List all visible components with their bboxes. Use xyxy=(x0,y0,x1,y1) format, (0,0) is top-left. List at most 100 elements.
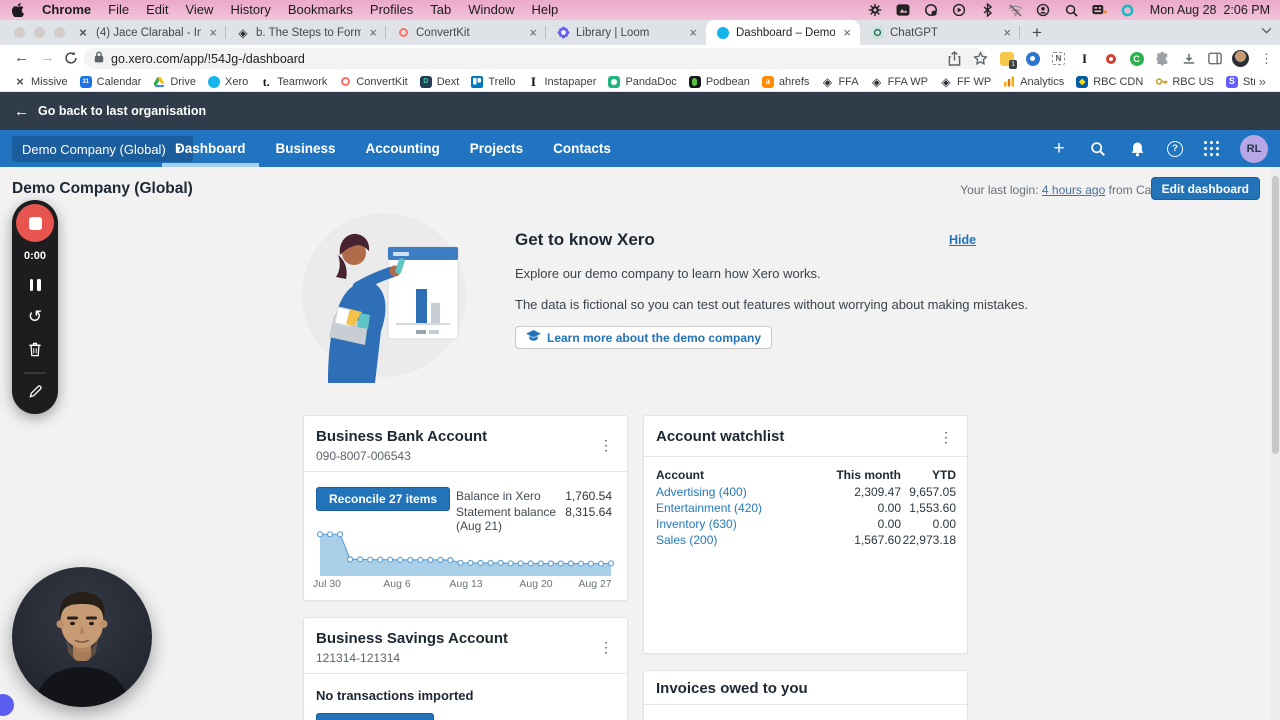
org-selector[interactable]: Demo Company (Global) ▼ xyxy=(12,136,193,162)
bookmark-star-icon[interactable] xyxy=(972,50,989,67)
forward-icon[interactable]: → xyxy=(40,49,55,66)
wifi-off-icon[interactable] xyxy=(1008,3,1023,18)
downloads-icon[interactable] xyxy=(1180,50,1197,67)
profile-avatar[interactable] xyxy=(1232,50,1249,67)
last-login-link[interactable]: 4 hours ago xyxy=(1041,183,1106,197)
bookmark-rbc-us[interactable]: RBC US xyxy=(1151,74,1217,90)
draw-pen-button[interactable] xyxy=(28,384,43,399)
bookmark-rbc-cdn[interactable]: ◆ RBC CDN xyxy=(1072,74,1146,90)
record-status-icon[interactable] xyxy=(924,3,939,18)
nav-accounting[interactable]: Accounting xyxy=(365,141,440,156)
menu-view[interactable]: View xyxy=(185,2,214,17)
watchlist-account-link[interactable]: Sales (200) xyxy=(656,533,718,547)
menu-help[interactable]: Help xyxy=(531,2,559,17)
watchlist-menu-icon[interactable]: ⋮ xyxy=(939,429,953,445)
menu-history[interactable]: History xyxy=(230,2,271,17)
menu-edit[interactable]: Edit xyxy=(146,2,169,17)
play-circle-icon[interactable] xyxy=(952,3,967,18)
zoom-window-icon[interactable] xyxy=(54,27,65,38)
bookmark-ffa[interactable]: ◈ FFA xyxy=(817,74,861,90)
omnibox[interactable]: go.xero.com/app/!54Jg-/dashboard xyxy=(84,48,986,69)
tab-close-icon[interactable]: × xyxy=(1003,25,1011,40)
minimize-window-icon[interactable] xyxy=(34,27,45,38)
tab-close-icon[interactable]: × xyxy=(843,25,851,40)
user-switch-icon[interactable] xyxy=(1036,3,1051,18)
tab-4-jace-clarabal-inbox[interactable]: × (4) Jace Clarabal - Inbox × xyxy=(66,20,226,45)
pause-recording-button[interactable] xyxy=(29,279,41,291)
tab-b-the-steps-to-formalizing-yo[interactable]: ◈ b. The Steps to Formalizing Yo × xyxy=(226,20,386,45)
side-panel-icon[interactable] xyxy=(1206,50,1223,67)
bookmark-calendar[interactable]: 31 Calendar xyxy=(76,74,145,90)
back-icon[interactable]: ← xyxy=(14,49,29,66)
bluetooth-icon[interactable] xyxy=(980,3,995,18)
delete-recording-button[interactable] xyxy=(28,342,42,357)
spotlight-search-icon[interactable] xyxy=(1064,3,1079,18)
instapaper-extension-icon[interactable]: I xyxy=(1081,50,1088,66)
nav-business[interactable]: Business xyxy=(275,141,336,156)
savings-card-menu-icon[interactable]: ⋮ xyxy=(599,639,613,655)
chrome-menu-kebab-icon[interactable]: ⋮ xyxy=(1260,50,1273,66)
red-ring-extension-icon[interactable] xyxy=(1102,50,1119,67)
tab-close-icon[interactable]: × xyxy=(529,25,537,40)
help-icon[interactable]: ? xyxy=(1167,140,1183,157)
bookmark-teamwork[interactable]: t. Teamwork xyxy=(256,74,330,90)
savings-card-title[interactable]: Business Savings Account xyxy=(316,630,508,647)
hide-link[interactable]: Hide xyxy=(949,233,977,247)
tab-convertkit[interactable]: ConvertKit × xyxy=(386,20,546,45)
bookmark-ff-wp[interactable]: ◈ FF WP xyxy=(936,74,994,90)
watchlist-title[interactable]: Account watchlist xyxy=(656,428,785,445)
new-tab-button[interactable]: + xyxy=(1032,23,1042,42)
tab-search-chevron-icon[interactable] xyxy=(1261,25,1272,37)
watchlist-account-link[interactable]: Inventory (630) xyxy=(656,517,737,531)
menu-profiles[interactable]: Profiles xyxy=(369,2,414,17)
restart-recording-button[interactable]: ↺ xyxy=(27,307,43,326)
bank-card-menu-icon[interactable]: ⋮ xyxy=(599,437,613,453)
display-capture-icon[interactable] xyxy=(896,3,911,18)
menu-chrome[interactable]: Chrome xyxy=(42,2,92,17)
bookmark-trello[interactable]: Trello xyxy=(467,74,518,90)
bookmark-pandadoc[interactable]: PandaDoc xyxy=(604,74,679,90)
stop-recording-button[interactable] xyxy=(16,204,54,242)
scrollbar-thumb[interactable] xyxy=(1272,176,1279,454)
notifications-bell-icon[interactable] xyxy=(1128,140,1146,158)
input-source-icon[interactable] xyxy=(1092,3,1107,18)
apple-icon[interactable] xyxy=(10,3,25,18)
green-c-extension-icon[interactable]: C xyxy=(1128,50,1145,67)
tab-library-loom[interactable]: Library | Loom × xyxy=(546,20,706,45)
menu-window[interactable]: Window xyxy=(468,2,515,17)
bookmark-instapaper[interactable]: I Instapaper xyxy=(523,74,599,90)
tab-chatgpt[interactable]: ChatGPT × xyxy=(860,20,1020,45)
extensions-puzzle-icon[interactable] xyxy=(1154,50,1171,67)
bookmark-podbean[interactable]: Podbean xyxy=(685,74,753,90)
menu-tab[interactable]: Tab xyxy=(430,2,452,17)
bookmark-ffa-wp[interactable]: ◈ FFA WP xyxy=(867,74,931,90)
tab-close-icon[interactable]: × xyxy=(209,25,217,40)
bookmark-ahrefs[interactable]: a ahrefs xyxy=(758,74,813,90)
webcam-bubble[interactable] xyxy=(12,567,152,707)
invoices-card-title[interactable]: Invoices owed to you xyxy=(656,680,808,697)
learn-more-button[interactable]: Learn more about the demo company xyxy=(515,326,773,349)
search-icon[interactable] xyxy=(1089,140,1107,158)
bookmarks-overflow-chevron[interactable]: » xyxy=(1258,74,1266,89)
menubar-clock[interactable]: Mon Aug 28 2:06 PM xyxy=(1149,3,1270,17)
bookmark-xero[interactable]: Xero xyxy=(204,74,251,90)
nav-dashboard[interactable]: Dashboard xyxy=(160,130,261,167)
url-text[interactable]: go.xero.com/app/!54Jg-/dashboard xyxy=(111,51,305,66)
loom-status-icon[interactable] xyxy=(1120,3,1135,18)
close-window-icon[interactable] xyxy=(14,27,25,38)
xero-back-banner[interactable]: ← Go back to last organisation xyxy=(0,92,1280,130)
reload-icon[interactable] xyxy=(64,51,78,71)
bookmark-drive[interactable]: Drive xyxy=(149,74,199,90)
notion-clipper-icon[interactable]: N xyxy=(1050,50,1067,67)
balance-sparkline-chart[interactable] xyxy=(316,525,617,577)
bookmark-analytics[interactable]: Analytics xyxy=(999,74,1067,90)
reconcile-button[interactable]: Reconcile 27 items xyxy=(316,487,451,511)
watchlist-account-link[interactable]: Entertainment (420) xyxy=(656,501,763,515)
tab-dashboard-demo-company[interactable]: Dashboard – Demo Company (× xyxy=(706,20,860,45)
extension-yellow-icon[interactable]: 1 xyxy=(998,50,1017,69)
edit-dashboard-button[interactable]: Edit dashboard xyxy=(1150,177,1260,200)
bookmark-convertkit[interactable]: ConvertKit xyxy=(335,74,410,90)
window-controls[interactable] xyxy=(14,27,65,38)
bookmark-missive[interactable]: × Missive xyxy=(10,74,71,90)
app-launcher-grid-icon[interactable] xyxy=(1204,141,1219,156)
